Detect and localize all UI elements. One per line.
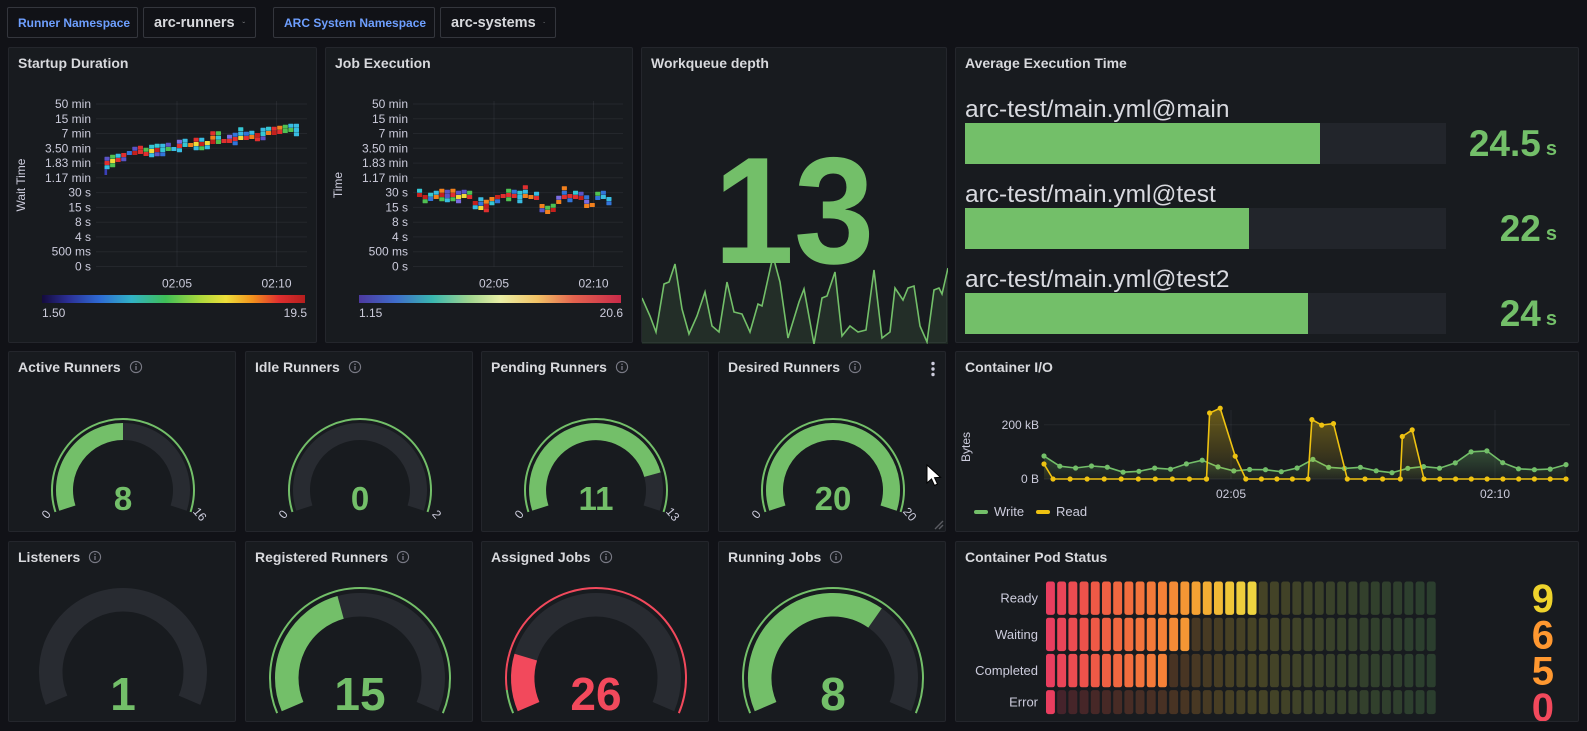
svg-text:2: 2 — [429, 507, 444, 521]
svg-text:500 ms: 500 ms — [369, 245, 408, 259]
svg-text:3.50 min: 3.50 min — [45, 141, 91, 155]
svg-text:5: 5 — [1532, 650, 1554, 694]
svg-text:0: 0 — [351, 480, 369, 517]
svg-text:15 min: 15 min — [372, 112, 408, 126]
svg-text:0: 0 — [276, 507, 291, 521]
svg-text:3.50 min: 3.50 min — [362, 141, 408, 155]
svg-text:0 s: 0 s — [75, 260, 91, 274]
svg-text:0 B: 0 B — [1021, 472, 1039, 486]
svg-text:13: 13 — [663, 505, 683, 524]
svg-text:02:10: 02:10 — [261, 277, 291, 291]
svg-text:02:05: 02:05 — [479, 277, 509, 291]
svg-text:0: 0 — [39, 507, 54, 521]
svg-text:1.17 min: 1.17 min — [362, 171, 408, 185]
svg-text:15: 15 — [334, 668, 385, 720]
svg-text:30 s: 30 s — [385, 186, 408, 200]
svg-text:20.6: 20.6 — [600, 306, 624, 320]
svg-text:02:05: 02:05 — [1216, 487, 1246, 501]
svg-text:15 min: 15 min — [55, 112, 91, 126]
svg-text:Bytes: Bytes — [959, 432, 973, 462]
svg-text:500 ms: 500 ms — [52, 245, 91, 259]
svg-text:Time: Time — [331, 172, 345, 199]
svg-text:02:10: 02:10 — [1480, 487, 1510, 501]
svg-text:1.83 min: 1.83 min — [362, 156, 408, 170]
svg-text:Error: Error — [1009, 695, 1039, 710]
svg-text:50 min: 50 min — [55, 97, 91, 111]
svg-text:02:05: 02:05 — [162, 277, 192, 291]
svg-text:8: 8 — [114, 480, 132, 517]
svg-text:0 s: 0 s — [392, 260, 408, 274]
svg-text:200 kB: 200 kB — [1002, 418, 1039, 432]
svg-text:15 s: 15 s — [385, 200, 408, 214]
svg-text:7 min: 7 min — [62, 127, 91, 141]
svg-text:7 min: 7 min — [379, 127, 408, 141]
svg-text:0: 0 — [512, 507, 527, 521]
svg-text:1.15: 1.15 — [359, 306, 383, 320]
svg-text:Completed: Completed — [975, 663, 1038, 678]
svg-text:1: 1 — [110, 668, 136, 720]
svg-text:19.5: 19.5 — [284, 306, 308, 320]
svg-text:30 s: 30 s — [68, 186, 91, 200]
svg-text:Write: Write — [994, 504, 1024, 519]
svg-text:02:10: 02:10 — [578, 277, 608, 291]
svg-text:0: 0 — [749, 507, 764, 521]
svg-text:1.17 min: 1.17 min — [45, 171, 91, 185]
svg-text:8: 8 — [820, 668, 846, 720]
svg-text:1.50: 1.50 — [42, 306, 66, 320]
svg-text:4 s: 4 s — [392, 230, 408, 244]
svg-text:Read: Read — [1056, 504, 1087, 519]
svg-text:20: 20 — [900, 505, 920, 524]
svg-text:50 min: 50 min — [372, 97, 408, 111]
svg-text:Waiting: Waiting — [995, 627, 1038, 642]
svg-text:4 s: 4 s — [75, 230, 91, 244]
svg-text:Ready: Ready — [1000, 591, 1038, 606]
svg-text:20: 20 — [815, 480, 852, 517]
svg-text:Wait Time: Wait Time — [14, 158, 28, 211]
svg-text:15 s: 15 s — [68, 200, 91, 214]
svg-text:1.83 min: 1.83 min — [45, 156, 91, 170]
svg-text:8 s: 8 s — [75, 215, 91, 229]
svg-text:9: 9 — [1532, 577, 1554, 621]
svg-text:8 s: 8 s — [392, 215, 408, 229]
svg-text:11: 11 — [579, 480, 614, 517]
svg-text:26: 26 — [570, 668, 621, 720]
svg-text:16: 16 — [190, 505, 210, 524]
svg-text:0: 0 — [1532, 686, 1554, 721]
svg-text:6: 6 — [1532, 613, 1554, 657]
